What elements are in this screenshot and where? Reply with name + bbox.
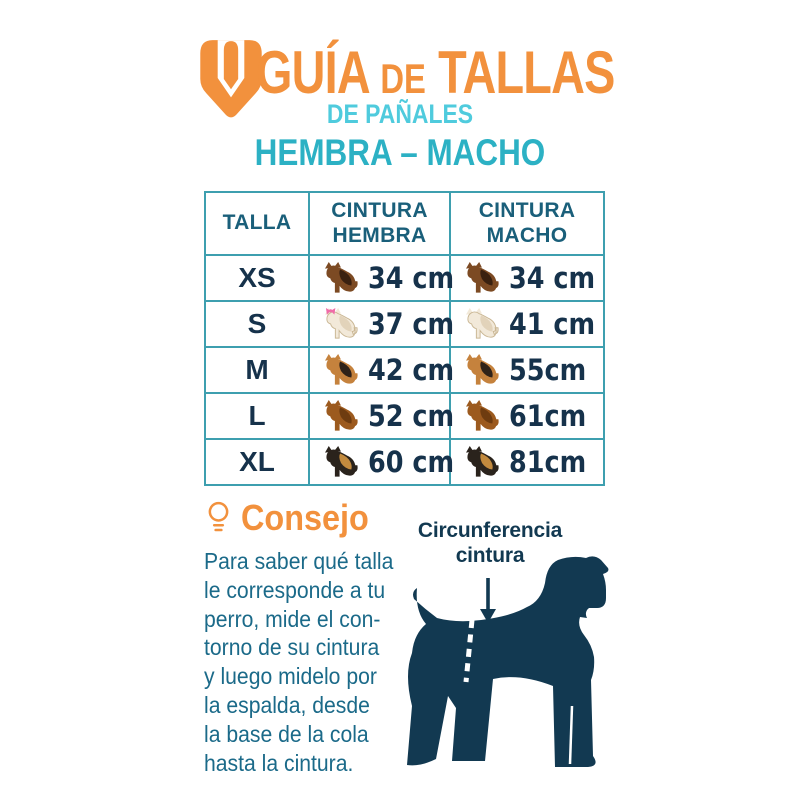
- table-row: XS 34 cm 34 cm: [204, 254, 605, 302]
- table-row: M 42 cm 55cm: [204, 346, 605, 394]
- front-leg-gap: [568, 705, 574, 765]
- size-label: M: [204, 346, 310, 394]
- lightbulb-icon: [208, 501, 229, 532]
- beagle-icon: [325, 354, 358, 385]
- german-shepherd-icon: [325, 446, 358, 477]
- waist-value: 34 cm: [509, 261, 596, 295]
- table-row: S 37 cm 41 cm: [204, 300, 605, 348]
- waist-value: 61cm: [509, 399, 587, 433]
- maltese-icon: [325, 308, 358, 339]
- german-shepherd-icon: [466, 446, 499, 477]
- size-label: L: [204, 392, 310, 440]
- col-header-cintura-macho: CINTURA MACHO: [449, 191, 605, 256]
- tip-title: Consejo: [241, 497, 369, 538]
- waist-value: 42 cm: [368, 353, 455, 387]
- table-header-row: TALLA CINTURA HEMBRA CINTURA MACHO: [204, 191, 605, 256]
- waist-value: 81cm: [509, 445, 587, 479]
- col-header-cintura-hembra: CINTURA HEMBRA: [308, 191, 451, 256]
- size-label: S: [204, 300, 310, 348]
- arrow-down-icon: [480, 578, 496, 623]
- chihuahua-icon: [466, 262, 499, 293]
- beagle-icon: [466, 354, 499, 385]
- size-label: XL: [204, 438, 310, 486]
- table-row: XL 60 cm 81cm: [204, 438, 605, 486]
- cocker-spaniel-icon: [466, 400, 499, 431]
- standing-dog-silhouette: [407, 556, 609, 767]
- gender-line: HEMBRA – MACHO: [254, 132, 546, 173]
- tip-paragraph: Para saber qué talla le corresponde a tu…: [204, 548, 394, 776]
- page-subtitle: DE PAÑALES: [326, 99, 474, 129]
- maltese-icon: [466, 308, 499, 339]
- waist-value: 41 cm: [509, 307, 596, 341]
- title-word-guia: GUÍA: [256, 39, 369, 106]
- title-word-tallas: TALLAS: [438, 39, 615, 106]
- waist-value: 52 cm: [368, 399, 455, 433]
- waist-value: 60 cm: [368, 445, 455, 479]
- diagram-label: Circunferencia cintura: [417, 519, 563, 568]
- pink-bow-icon: [325, 308, 336, 315]
- chihuahua-icon: [325, 262, 358, 293]
- waist-value: 37 cm: [368, 307, 455, 341]
- size-label: XS: [204, 254, 310, 302]
- waist-value: 55cm: [509, 353, 587, 387]
- w-shield-logo: [200, 40, 262, 118]
- measurement-diagram: [407, 556, 609, 767]
- table-row: L 52 cm 61cm: [204, 392, 605, 440]
- page-title: GUÍA DE TALLAS: [256, 38, 615, 107]
- size-table: TALLA CINTURA HEMBRA CINTURA MACHO XS 34…: [204, 191, 605, 486]
- waist-value: 34 cm: [368, 261, 455, 295]
- title-word-de: DE: [380, 55, 426, 102]
- cocker-spaniel-icon: [325, 400, 358, 431]
- waist-dashed-line: [463, 619, 475, 683]
- col-header-talla: TALLA: [204, 191, 310, 256]
